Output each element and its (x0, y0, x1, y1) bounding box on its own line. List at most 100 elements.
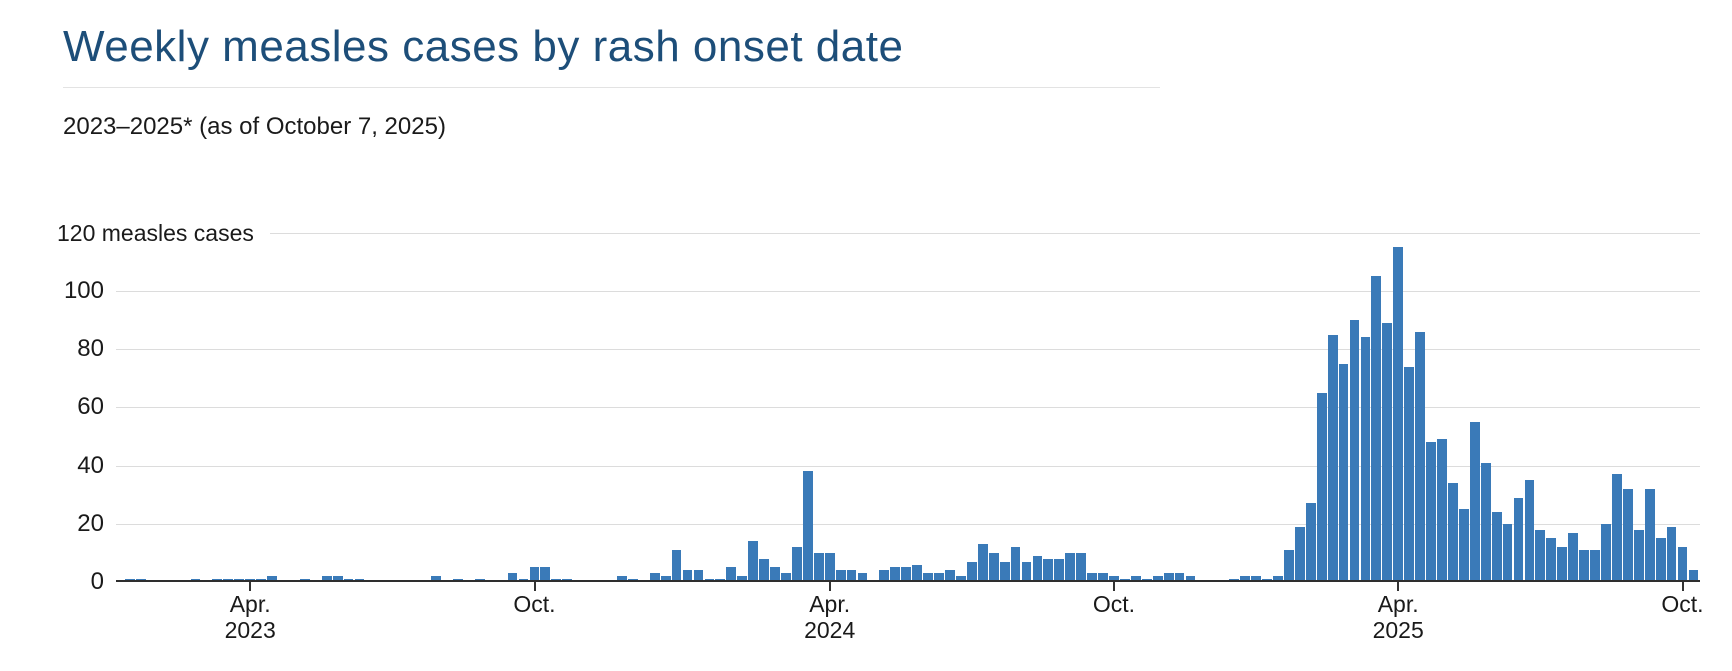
bar-week-75[interactable] (945, 570, 955, 582)
bar-week-71[interactable] (901, 567, 912, 582)
bar-week-50[interactable] (671, 549, 682, 582)
bar-week-95[interactable] (1163, 573, 1174, 582)
bar-week-142[interactable] (1677, 547, 1688, 582)
bar-week-67[interactable] (857, 573, 868, 582)
bar-week-64[interactable] (824, 552, 835, 582)
bar-week-121[interactable] (1448, 483, 1458, 582)
bar-week-13[interactable] (267, 576, 277, 582)
bar-week-82[interactable] (1021, 561, 1032, 582)
bar-week-58[interactable] (759, 558, 769, 582)
bar-week-45[interactable] (617, 576, 627, 582)
bar-week-116[interactable] (1393, 247, 1404, 582)
bar-week-138[interactable] (1633, 529, 1644, 582)
bar-week-124[interactable] (1480, 462, 1491, 582)
bar-week-78[interactable] (977, 544, 988, 582)
x-tick-label-Oct.-1: Oct. (513, 591, 556, 617)
bar-week-79[interactable] (988, 552, 999, 582)
bar-week-143[interactable] (1688, 570, 1699, 582)
bar-week-119[interactable] (1426, 442, 1436, 582)
bar-week-89[interactable] (1098, 573, 1108, 582)
bar-week-108[interactable] (1305, 503, 1316, 582)
bar-week-55[interactable] (726, 567, 737, 582)
bar-week-77[interactable] (966, 561, 977, 582)
bar-week-123[interactable] (1469, 421, 1480, 582)
bar-week-128[interactable] (1524, 480, 1535, 582)
bar-week-63[interactable] (813, 552, 824, 582)
bar-week-59[interactable] (770, 567, 780, 582)
bar-week-105[interactable] (1273, 576, 1283, 582)
bar-week-130[interactable] (1546, 538, 1557, 582)
bar-week-106[interactable] (1284, 549, 1294, 582)
bar-week-107[interactable] (1294, 526, 1305, 582)
bar-week-83[interactable] (1032, 555, 1043, 582)
bar-week-90[interactable] (1109, 576, 1119, 582)
bar-week-70[interactable] (890, 567, 901, 582)
bar-week-126[interactable] (1502, 523, 1513, 582)
bar-week-112[interactable] (1349, 320, 1360, 582)
bar-week-48[interactable] (649, 573, 660, 582)
bar-week-92[interactable] (1130, 576, 1141, 582)
bar-week-61[interactable] (791, 547, 802, 582)
gridline-80 (116, 349, 1700, 351)
bar-week-28[interactable] (431, 576, 441, 582)
bar-week-81[interactable] (1010, 547, 1021, 582)
bar-week-87[interactable] (1076, 552, 1087, 582)
bar-week-113[interactable] (1360, 337, 1371, 582)
bar-week-134[interactable] (1590, 549, 1600, 582)
bar-week-85[interactable] (1054, 558, 1065, 582)
bar-week-80[interactable] (999, 561, 1010, 582)
bar-week-129[interactable] (1535, 529, 1546, 582)
bar-week-56[interactable] (737, 576, 748, 582)
bar-week-76[interactable] (955, 576, 966, 582)
bar-week-35[interactable] (507, 573, 518, 582)
bar-week-109[interactable] (1316, 392, 1327, 582)
bar-week-136[interactable] (1612, 474, 1622, 582)
bar-week-84[interactable] (1043, 558, 1054, 582)
bar-week-37[interactable] (529, 567, 540, 582)
bar-week-139[interactable] (1644, 488, 1655, 582)
bar-week-118[interactable] (1415, 331, 1425, 582)
bar-week-111[interactable] (1338, 363, 1349, 582)
bar-week-141[interactable] (1666, 526, 1677, 582)
bar-week-60[interactable] (781, 573, 791, 582)
bar-week-96[interactable] (1174, 573, 1185, 582)
bar-week-57[interactable] (748, 541, 759, 582)
bar-week-110[interactable] (1327, 334, 1338, 582)
x-axis-baseline (116, 580, 1700, 582)
gridline-100 (116, 290, 1700, 292)
bar-week-133[interactable] (1579, 549, 1590, 582)
bar-week-102[interactable] (1240, 576, 1251, 582)
bar-week-49[interactable] (660, 576, 671, 582)
bar-week-125[interactable] (1491, 512, 1502, 582)
bar-week-94[interactable] (1152, 576, 1163, 582)
bar-week-72[interactable] (912, 564, 923, 582)
x-tick-label-Apr.-2024: Apr. 2024 (804, 591, 856, 643)
bar-week-74[interactable] (934, 573, 944, 582)
gridline-20 (116, 523, 1700, 525)
bar-week-120[interactable] (1437, 439, 1447, 582)
bar-week-114[interactable] (1371, 276, 1382, 582)
bar-week-52[interactable] (693, 570, 704, 582)
bar-week-122[interactable] (1458, 509, 1469, 582)
bar-week-88[interactable] (1087, 573, 1097, 582)
bar-week-127[interactable] (1513, 497, 1524, 582)
bar-week-132[interactable] (1568, 532, 1579, 582)
bar-week-65[interactable] (835, 570, 846, 582)
bar-week-69[interactable] (879, 570, 890, 582)
bar-week-117[interactable] (1404, 366, 1415, 582)
bar-week-115[interactable] (1382, 322, 1393, 582)
bar-week-97[interactable] (1185, 576, 1196, 582)
bar-week-38[interactable] (540, 567, 551, 582)
bar-week-66[interactable] (846, 570, 857, 582)
bar-week-137[interactable] (1622, 488, 1633, 582)
bar-week-140[interactable] (1655, 538, 1666, 582)
bar-week-103[interactable] (1251, 576, 1261, 582)
bar-week-73[interactable] (923, 573, 933, 582)
bar-week-135[interactable] (1601, 523, 1611, 582)
bar-week-131[interactable] (1557, 547, 1568, 582)
bar-week-19[interactable] (332, 576, 343, 582)
bar-week-86[interactable] (1065, 552, 1076, 582)
bar-week-51[interactable] (682, 570, 693, 582)
bar-week-62[interactable] (802, 471, 813, 582)
bar-week-18[interactable] (321, 576, 332, 582)
